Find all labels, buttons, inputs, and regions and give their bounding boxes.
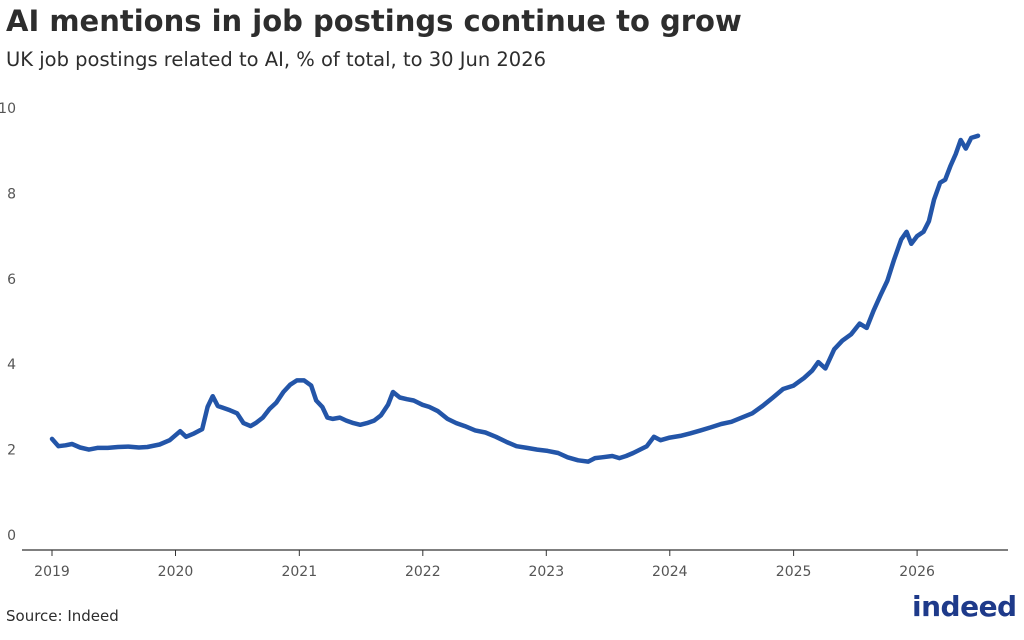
x-tick-label: 2020 bbox=[158, 564, 194, 580]
series-group bbox=[49, 133, 981, 464]
x-tick-label: 2021 bbox=[281, 564, 317, 580]
x-tick-label: 2024 bbox=[652, 564, 688, 580]
x-tick-label: 2026 bbox=[899, 564, 935, 580]
y-tick-label: 10 bbox=[0, 101, 16, 117]
series-line-1 bbox=[49, 133, 981, 464]
chart-title: AI mentions in job postings continue to … bbox=[6, 4, 742, 38]
y-tick-label: 4 bbox=[7, 357, 16, 373]
y-tick-label: 0 bbox=[7, 528, 16, 544]
y-axis-ticks: 0 2 4 6 8 10 bbox=[0, 101, 16, 544]
indeed-logo: indeed bbox=[912, 590, 1017, 623]
x-tick-label: 2022 bbox=[405, 564, 441, 580]
y-tick-label: 8 bbox=[7, 186, 16, 202]
x-axis-ticks: 2019 2020 2021 2022 2023 2024 2025 2026 bbox=[34, 550, 935, 580]
x-tick-label: 2019 bbox=[34, 564, 70, 580]
y-tick-label: 2 bbox=[7, 443, 16, 459]
x-tick-label: 2023 bbox=[528, 564, 564, 580]
y-tick-label: 6 bbox=[7, 272, 16, 288]
source-note: Source: Indeed bbox=[6, 607, 119, 625]
chart-subtitle: UK job postings related to AI, % of tota… bbox=[6, 48, 547, 71]
x-tick-label: 2025 bbox=[776, 564, 812, 580]
